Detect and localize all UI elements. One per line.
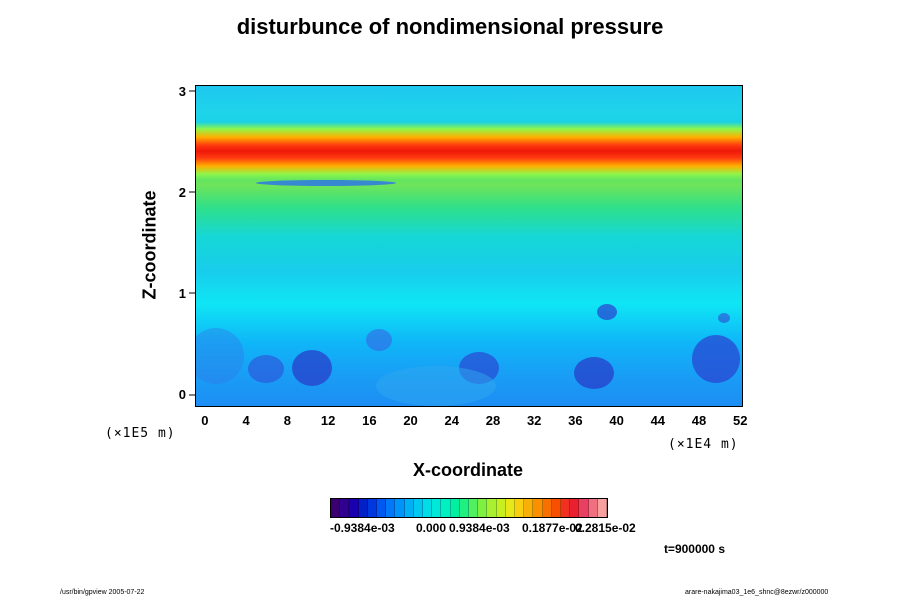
footer-right: arare-nakajima03_1e6_shnc@8ezwr/z000000 [685,589,829,596]
y-tick-1: 1 [178,286,186,301]
colorbar-swatch [570,499,580,517]
colorbar-label: 0.000 [416,521,447,535]
colorbar-swatch [496,499,506,517]
x-tick-8: 8 [283,413,291,428]
colorbar-swatch [413,499,424,517]
x-tick-20: 20 [403,413,418,428]
x-tick-4: 4 [242,413,250,428]
colorbar-swatch [579,499,589,517]
y-tick-3: 3 [178,84,186,99]
colorbar-swatch [349,499,359,517]
colorbar-swatch [395,499,405,517]
time-label: t=900000 s [663,542,725,556]
red-band [196,122,742,180]
chart-title: disturbunce of nondimensional pressure [236,14,664,39]
x-axis-label: X-coordinate [412,460,524,480]
colorbar-swatch [441,499,451,517]
y-axis [189,90,195,396]
x-tick-12: 12 [320,413,336,428]
colorbar-swatch [561,499,571,517]
x-tick-48: 48 [691,413,707,428]
colorbar-swatch [505,499,516,517]
colorbar-swatch [515,499,525,517]
x-tick-52: 52 [733,413,748,428]
colorbar-swatch [533,499,543,517]
y-axis-label: Z-coordinate [139,190,160,300]
colorbar-swatch [597,499,608,517]
x-tick-28: 28 [485,413,501,428]
colorbar-swatch [331,499,341,517]
colorbar-swatch [487,499,497,517]
x-tick-0: 0 [201,413,209,428]
colorbar-swatch [551,499,562,517]
colorbar-swatch [367,499,378,517]
colorbar-label: 0.9384e-03 [449,521,510,535]
colorbar-swatch [450,499,460,517]
x-tick-44: 44 [650,413,666,428]
y-tick-0: 0 [178,387,186,402]
colorbar-swatch [542,499,552,517]
x-tick-36: 36 [568,413,583,428]
colorbar-swatch [340,499,350,517]
plot-area [195,85,743,407]
colorbar-swatch [459,499,470,517]
x-tick-32: 32 [526,413,542,428]
colorbar-swatch [377,499,387,517]
y-scale-label: (×1E5 m) [105,426,176,441]
colorbar-swatch [404,499,414,517]
colorbar-swatch [469,499,479,517]
colorbar [330,498,608,518]
colorbar-swatch [432,499,442,517]
colorbar-label: 0.2815e-02 [575,521,636,535]
colorbar-swatch [588,499,598,517]
colorbar-swatch [386,499,396,517]
colorbar-label: -0.9384e-03 [330,521,395,535]
colorbar-swatch [423,499,433,517]
colorbar-swatch [358,499,368,517]
y-tick-2: 2 [178,185,186,200]
x-tick-16: 16 [362,413,377,428]
x-tick-40: 40 [609,413,624,428]
footer-left: /usr/bin/gpview 2005-07-22 [60,589,145,596]
anomalies [196,180,740,406]
colorbar-label: 0.1877e-02 [522,521,583,535]
colorbar-swatch [524,499,534,517]
x-tick-24: 24 [444,413,460,428]
x-scale-label: (×1E4 m) [668,437,739,452]
colorbar-swatch [478,499,488,517]
